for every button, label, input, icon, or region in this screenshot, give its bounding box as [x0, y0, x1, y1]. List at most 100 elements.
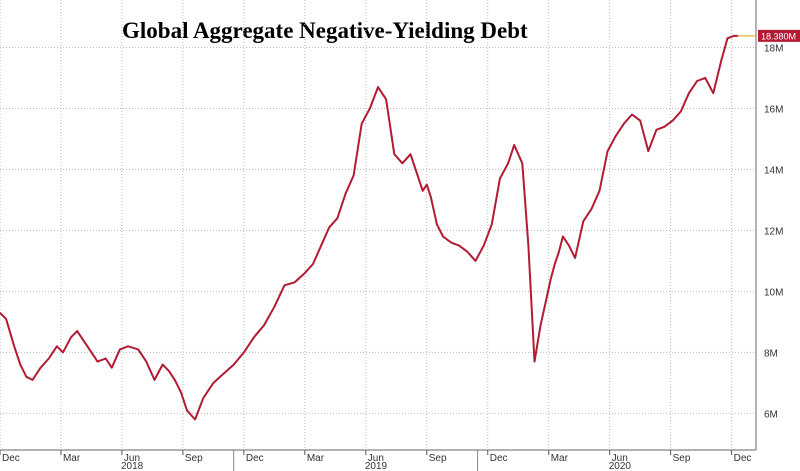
data-point [76, 330, 78, 332]
data-point [558, 251, 560, 253]
data-point [353, 174, 355, 177]
data-point [344, 193, 347, 195]
gridlines [0, 0, 756, 450]
data-point [483, 245, 485, 247]
data-point [450, 242, 452, 244]
data-point [283, 284, 286, 286]
year-label: 2018 [121, 461, 144, 471]
data-point [623, 123, 625, 125]
data-point [361, 123, 363, 125]
data-point [554, 263, 556, 265]
data-point [111, 367, 113, 369]
year-label: 2020 [609, 461, 632, 471]
x-tick-label: Dec [246, 453, 264, 464]
data-point [82, 339, 84, 341]
data-point [369, 107, 371, 110]
last-value-text: 18.380M [761, 31, 796, 41]
y-tick-label: 8M [764, 348, 778, 359]
x-tick-label: Dec [2, 453, 20, 464]
x-tick-label: Sep [185, 453, 203, 464]
data-point [273, 306, 275, 308]
x-tick-label: Jun [124, 453, 140, 464]
x-tick-label: Jun [612, 453, 628, 464]
data-point [25, 376, 28, 378]
data-point [194, 418, 196, 421]
data-point [582, 220, 584, 222]
series-layer [0, 34, 739, 421]
data-point [328, 226, 330, 228]
x-tick-label: Sep [429, 453, 447, 464]
data-point [639, 120, 641, 122]
data-point [105, 357, 107, 360]
data-point [409, 153, 412, 155]
data-point [704, 77, 706, 79]
data-point [263, 324, 265, 326]
y-tick-label: 16M [764, 104, 783, 115]
data-point [466, 251, 469, 253]
data-point [442, 235, 444, 238]
last-value-box [758, 29, 800, 42]
y-tick-label: 10M [764, 287, 783, 298]
data-point [393, 153, 395, 155]
data-point [590, 208, 592, 210]
data-point [145, 360, 147, 363]
data-point [568, 245, 570, 247]
data-point [712, 92, 714, 94]
data-point [550, 278, 552, 280]
data-point [19, 364, 21, 366]
data-point [546, 296, 548, 299]
data-point [663, 126, 666, 128]
data-point [320, 245, 322, 247]
year-label: 2019 [365, 461, 388, 471]
y-tick-label: 6M [764, 409, 778, 420]
data-point [672, 120, 674, 122]
data-point [491, 223, 493, 225]
series-line [0, 34, 738, 421]
data-point [598, 190, 601, 192]
data-point [5, 318, 7, 320]
x-tick-label: Dec [490, 453, 508, 464]
data-point [385, 98, 387, 100]
data-point [31, 379, 34, 381]
data-point [212, 382, 214, 384]
data-point [48, 357, 50, 360]
data-point [13, 345, 15, 347]
data-point [336, 217, 338, 219]
data-point [186, 409, 188, 411]
x-tick-label: Dec [734, 453, 752, 464]
y-tick-label: 18M [764, 43, 783, 54]
data-point [222, 373, 225, 375]
x-tick-label: Sep [673, 453, 691, 464]
data-point [574, 257, 576, 259]
data-point [304, 272, 306, 274]
data-point [243, 351, 245, 354]
data-point [96, 360, 99, 363]
data-point [631, 113, 633, 116]
data-point [253, 336, 255, 338]
data-point [0, 312, 1, 314]
data-point [153, 379, 156, 381]
data-point [521, 162, 523, 164]
data-point [527, 245, 529, 247]
data-point [647, 150, 649, 152]
data-point [312, 263, 314, 265]
data-point [56, 345, 58, 347]
data-point [426, 184, 428, 186]
data-point [62, 351, 64, 354]
data-point [726, 37, 729, 39]
data-point [499, 177, 501, 180]
axes [0, 0, 757, 471]
data-point [696, 80, 698, 82]
x-tick-label: Mar [63, 453, 81, 464]
data-point [533, 360, 536, 363]
data-point [40, 367, 42, 369]
data-point [70, 336, 72, 338]
data-point [458, 245, 460, 247]
data-point [436, 223, 438, 225]
data-point [90, 351, 93, 354]
x-tick-label: Mar [307, 453, 325, 464]
data-point [720, 59, 723, 61]
data-point [655, 129, 658, 131]
data-point [294, 281, 296, 283]
data-point [474, 260, 477, 262]
